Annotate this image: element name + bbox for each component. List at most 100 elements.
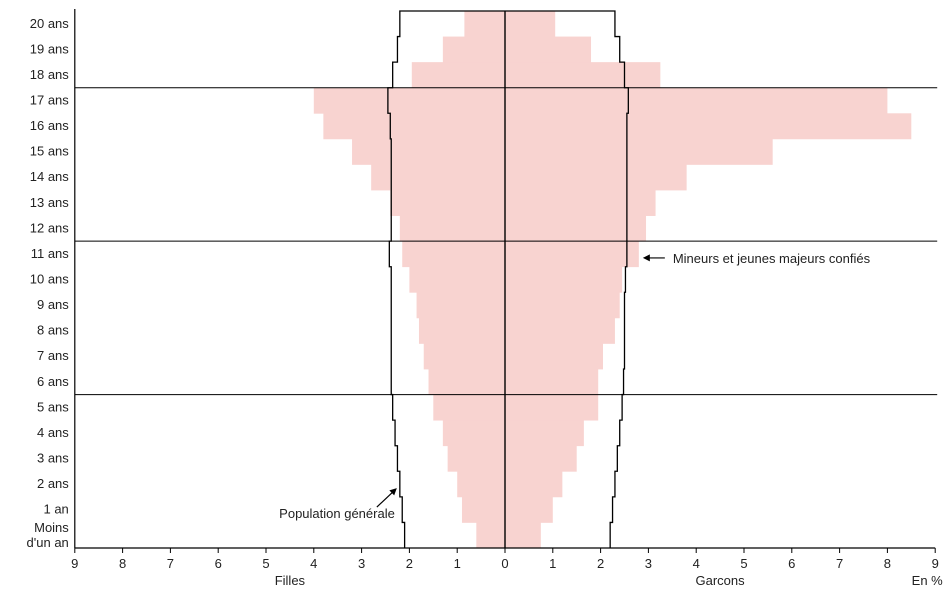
- age-label-10: 10 ans: [30, 272, 70, 287]
- bar-garcons-20: [505, 11, 556, 37]
- age-label-5: 5 ans: [37, 399, 69, 414]
- bar-garcons-19: [505, 36, 592, 63]
- bar-garcons-2: [505, 471, 563, 498]
- x-tick-label-13: 4: [693, 556, 700, 571]
- bar-garcons-6: [505, 369, 599, 395]
- x-tick-label-14: 5: [740, 556, 747, 571]
- age-label-9: 9 ans: [37, 297, 69, 312]
- bar-garcons-18: [505, 62, 661, 89]
- bar-garcons-14: [505, 164, 687, 191]
- annotation-arrowhead-mineurs: [642, 254, 650, 262]
- x-axis-label-filles: Filles: [275, 573, 306, 588]
- bar-filles-4: [442, 420, 505, 447]
- bar-filles-10: [409, 266, 505, 293]
- x-tick-label-17: 8: [884, 556, 891, 571]
- x-tick-label-4: 5: [262, 556, 269, 571]
- bar-filles-0: [476, 522, 505, 549]
- age-label-1: 1 an: [43, 502, 68, 517]
- bar-filles-2: [457, 471, 505, 498]
- annotations-layer: Mineurs et jeunes majeurs confiés Popula…: [279, 251, 870, 521]
- bar-filles-3: [447, 445, 505, 472]
- x-tick-label-18: 9: [932, 556, 939, 571]
- x-tick-label-5: 4: [310, 556, 317, 571]
- age-label-6: 6 ans: [37, 374, 69, 389]
- filled-bars-layer: [313, 11, 912, 549]
- bar-filles-19: [442, 36, 505, 63]
- bar-filles-9: [416, 292, 505, 319]
- age-label-17: 17 ans: [30, 93, 70, 108]
- annotation-arrow-population: [376, 490, 395, 508]
- bar-garcons-0: [505, 522, 541, 549]
- bar-garcons-11: [505, 241, 639, 268]
- outline-population-filles: [387, 10, 505, 548]
- age-label-8: 8 ans: [37, 323, 69, 338]
- bar-garcons-1: [505, 496, 553, 523]
- bar-garcons-5: [505, 394, 599, 421]
- bar-garcons-17: [505, 87, 888, 114]
- bar-garcons-13: [505, 190, 656, 216]
- x-tick-label-1: 8: [119, 556, 126, 571]
- x-tick-label-6: 3: [358, 556, 365, 571]
- outline-population-garcons: [505, 10, 629, 548]
- bar-filles-20: [464, 11, 505, 37]
- bar-filles-7: [423, 343, 505, 370]
- age-label-3: 3 ans: [37, 451, 69, 466]
- bar-filles-11: [402, 241, 505, 268]
- age-label-4: 4 ans: [37, 425, 69, 440]
- bar-filles-16: [323, 113, 505, 140]
- bar-garcons-15: [505, 138, 773, 165]
- x-axis-label-garcons: Garcons: [696, 573, 746, 588]
- bar-garcons-3: [505, 445, 577, 472]
- bar-filles-8: [418, 317, 505, 344]
- x-tick-labels-layer: 9 8 7 6 5 4 3 2 1 0 1 2 3 4 5 6 7 8 9: [71, 548, 939, 571]
- x-tick-label-15: 6: [788, 556, 795, 571]
- x-tick-label-8: 1: [454, 556, 461, 571]
- bar-filles-18: [411, 62, 505, 89]
- bar-filles-17: [313, 87, 505, 114]
- x-tick-label-11: 2: [597, 556, 604, 571]
- population-outline-layer: [387, 10, 629, 548]
- bar-filles-14: [371, 164, 505, 191]
- x-tick-label-3: 6: [215, 556, 222, 571]
- age-label-19: 19 ans: [30, 41, 70, 56]
- x-tick-label-12: 3: [645, 556, 652, 571]
- age-label-13: 13 ans: [30, 195, 70, 210]
- x-tick-label-2: 7: [167, 556, 174, 571]
- annotation-mineurs-label: Mineurs et jeunes majeurs confiés: [673, 251, 871, 266]
- bar-filles-1: [461, 496, 505, 523]
- age-label-12: 12 ans: [30, 220, 70, 235]
- bar-garcons-16: [505, 113, 912, 140]
- bar-filles-13: [390, 190, 505, 216]
- bar-garcons-7: [505, 343, 603, 370]
- age-label-0-line-0: Moins: [34, 520, 69, 535]
- x-tick-label-7: 2: [406, 556, 413, 571]
- age-label-16: 16 ans: [30, 118, 70, 133]
- age-label-11: 11 ans: [31, 246, 70, 261]
- age-label-2: 2 ans: [37, 476, 69, 491]
- age-label-7: 7 ans: [37, 348, 69, 363]
- age-label-18: 18 ans: [30, 67, 70, 82]
- x-tick-label-16: 7: [836, 556, 843, 571]
- bar-garcons-9: [505, 292, 620, 319]
- bar-garcons-8: [505, 317, 615, 344]
- x-axis-unit-label: En %: [912, 573, 944, 588]
- bar-garcons-10: [505, 266, 623, 293]
- age-label-0-line-1: d'un an: [27, 535, 69, 550]
- age-label-14: 14 ans: [30, 169, 70, 184]
- age-label-15: 15 ans: [30, 144, 70, 159]
- annotation-arrowhead-population: [389, 488, 397, 496]
- bar-garcons-12: [505, 215, 647, 242]
- bar-filles-5: [433, 394, 505, 421]
- annotation-population-label: Population générale: [279, 506, 395, 521]
- age-label-20: 20 ans: [30, 16, 70, 31]
- bar-garcons-4: [505, 420, 584, 447]
- x-tick-label-0: 9: [71, 556, 78, 571]
- x-tick-label-9: 0: [501, 556, 508, 571]
- reference-lines-layer: [74, 87, 938, 396]
- bar-filles-12: [399, 215, 505, 242]
- bar-filles-15: [352, 138, 505, 165]
- bar-filles-6: [428, 369, 505, 395]
- x-tick-label-10: 1: [549, 556, 556, 571]
